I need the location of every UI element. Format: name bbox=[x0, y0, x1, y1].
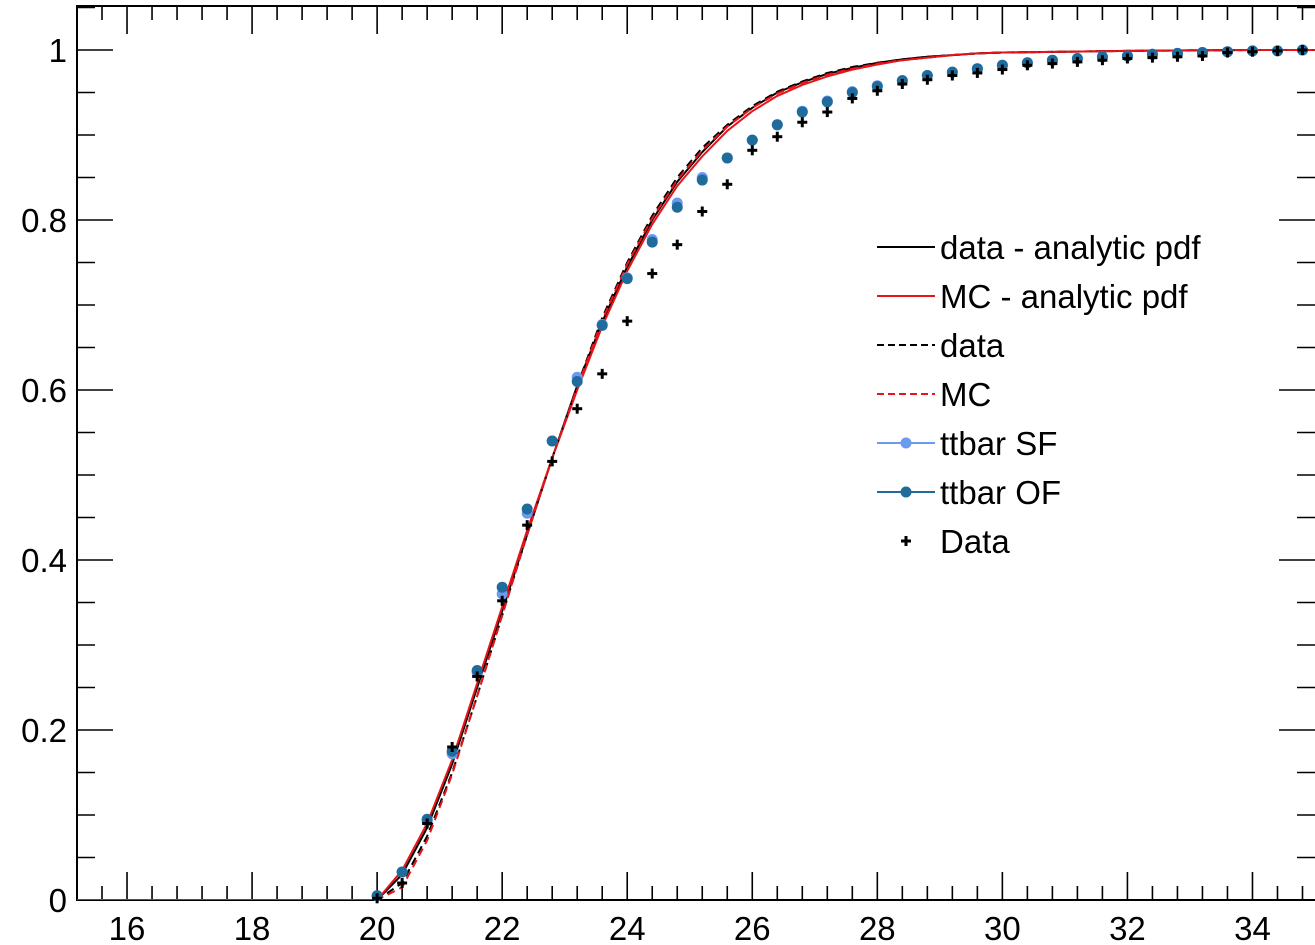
legend-entry: ttbar SF bbox=[877, 425, 1057, 462]
legend-marker-swatch bbox=[900, 486, 912, 498]
x-tick-label: 34 bbox=[1234, 910, 1271, 945]
y-tick-label: 0.4 bbox=[21, 542, 67, 579]
data-point-ttbar-of bbox=[621, 273, 633, 285]
data-point-ttbar-of bbox=[571, 376, 583, 387]
data-point-cross bbox=[1197, 50, 1208, 61]
legend-label: MC - analytic pdf bbox=[940, 278, 1188, 315]
legend-label: MC bbox=[940, 376, 991, 413]
data-point-cross bbox=[1097, 55, 1108, 66]
data-point-ttbar-of bbox=[671, 201, 683, 213]
data-point-cross bbox=[1222, 47, 1233, 58]
legend-label: data bbox=[940, 327, 1005, 364]
data-point-cross bbox=[872, 85, 883, 96]
data-point-cross bbox=[522, 520, 533, 531]
data-point-ttbar-of bbox=[646, 236, 658, 248]
data-point-ttbar-of bbox=[471, 665, 483, 676]
data-point-cross bbox=[947, 70, 958, 81]
data-point-cross bbox=[647, 268, 658, 279]
data-point-cross bbox=[772, 131, 783, 142]
data-point-cross bbox=[822, 107, 833, 118]
data-point-cross bbox=[747, 145, 758, 156]
legend-marker-swatch bbox=[900, 437, 912, 449]
x-tick-label: 16 bbox=[109, 910, 146, 945]
legend-entry: data - analytic pdf bbox=[877, 229, 1201, 266]
legend-entry: ttbar OF bbox=[877, 474, 1061, 511]
data-point-cross bbox=[722, 179, 733, 190]
x-tick-label: 22 bbox=[484, 910, 521, 945]
data-point-ttbar-of bbox=[396, 866, 408, 878]
x-tick-label: 28 bbox=[859, 910, 896, 945]
data-point-cross bbox=[972, 67, 983, 78]
data-point-ttbar-of bbox=[596, 319, 608, 331]
legend-label: ttbar OF bbox=[940, 474, 1061, 511]
data-point-cross bbox=[397, 878, 408, 888]
data-point-ttbar-of bbox=[846, 87, 858, 98]
data-point-cross bbox=[447, 742, 458, 752]
y-tick-label: 0.2 bbox=[21, 712, 67, 749]
data-point-cross bbox=[922, 74, 933, 85]
data-point-cross bbox=[1297, 45, 1308, 55]
legend-label: Data bbox=[940, 523, 1010, 560]
plot-frame bbox=[76, 5, 1315, 901]
data-point-cross bbox=[1247, 46, 1258, 57]
data-point-ttbar-of bbox=[771, 119, 783, 131]
data-point-ttbar-of bbox=[521, 503, 533, 515]
data-point-cross bbox=[547, 456, 558, 467]
legend-entry: data bbox=[877, 327, 1005, 364]
data-point-cross bbox=[672, 239, 683, 250]
plot-border bbox=[76, 5, 1315, 901]
legend-entry: MC - analytic pdf bbox=[877, 278, 1188, 315]
data-point-cross bbox=[1047, 58, 1058, 69]
data-point-cross bbox=[797, 117, 808, 128]
data-point-ttbar-of bbox=[746, 134, 758, 146]
axis-tick-labels: 16 18 20 22 24 26 28 30 32 34 0 0.2 0.4 0.6 0.8 1 bbox=[21, 32, 1271, 945]
data-point-ttbar-of bbox=[721, 152, 733, 164]
legend-label: ttbar SF bbox=[940, 425, 1057, 462]
x-tick-label: 20 bbox=[359, 910, 396, 945]
y-tick-label: 1 bbox=[49, 32, 67, 69]
data-point-cross bbox=[697, 206, 708, 217]
x-tick-label: 30 bbox=[984, 910, 1021, 945]
data-point-cross bbox=[622, 316, 633, 327]
legend-entry: MC bbox=[877, 376, 991, 413]
y-tick-label: 0 bbox=[49, 882, 67, 919]
x-tick-label: 32 bbox=[1109, 910, 1146, 945]
legend: data - analytic pdf MC - analytic pdf data… bbox=[877, 229, 1201, 560]
data-point-ttbar-of bbox=[496, 581, 508, 593]
data-point-cross bbox=[1022, 60, 1033, 71]
data-point-cross bbox=[372, 893, 383, 904]
data-point-ttbar-of bbox=[821, 96, 833, 108]
data-point-cross bbox=[597, 368, 608, 379]
marker-series bbox=[371, 44, 1308, 904]
data-point-cross bbox=[847, 93, 858, 104]
data-point-cross bbox=[1172, 51, 1183, 62]
x-tick-label: 26 bbox=[734, 910, 771, 945]
data-point-cross bbox=[472, 671, 483, 682]
data-point-cross bbox=[897, 79, 908, 89]
y-tick-label: 0.6 bbox=[21, 372, 67, 409]
x-tick-label: 24 bbox=[609, 910, 646, 945]
data-point-cross bbox=[1147, 52, 1158, 63]
y-tick-label: 0.8 bbox=[21, 202, 67, 239]
data-point-cross bbox=[422, 818, 433, 829]
data-point-cross bbox=[1122, 53, 1133, 64]
legend-label: data - analytic pdf bbox=[940, 229, 1201, 266]
series-line-mc bbox=[77, 49, 1315, 900]
data-point-cross bbox=[1272, 45, 1283, 56]
x-tick-label: 18 bbox=[234, 910, 271, 945]
data-point-cross bbox=[997, 64, 1008, 75]
data-point-ttbar-of bbox=[696, 174, 708, 186]
data-point-cross bbox=[572, 403, 583, 414]
data-point-ttbar-of bbox=[546, 435, 558, 447]
data-point-ttbar-of bbox=[796, 106, 808, 118]
data-point-cross bbox=[497, 595, 508, 606]
legend-entry: Data bbox=[901, 523, 1010, 560]
data-point-cross bbox=[1072, 56, 1083, 67]
